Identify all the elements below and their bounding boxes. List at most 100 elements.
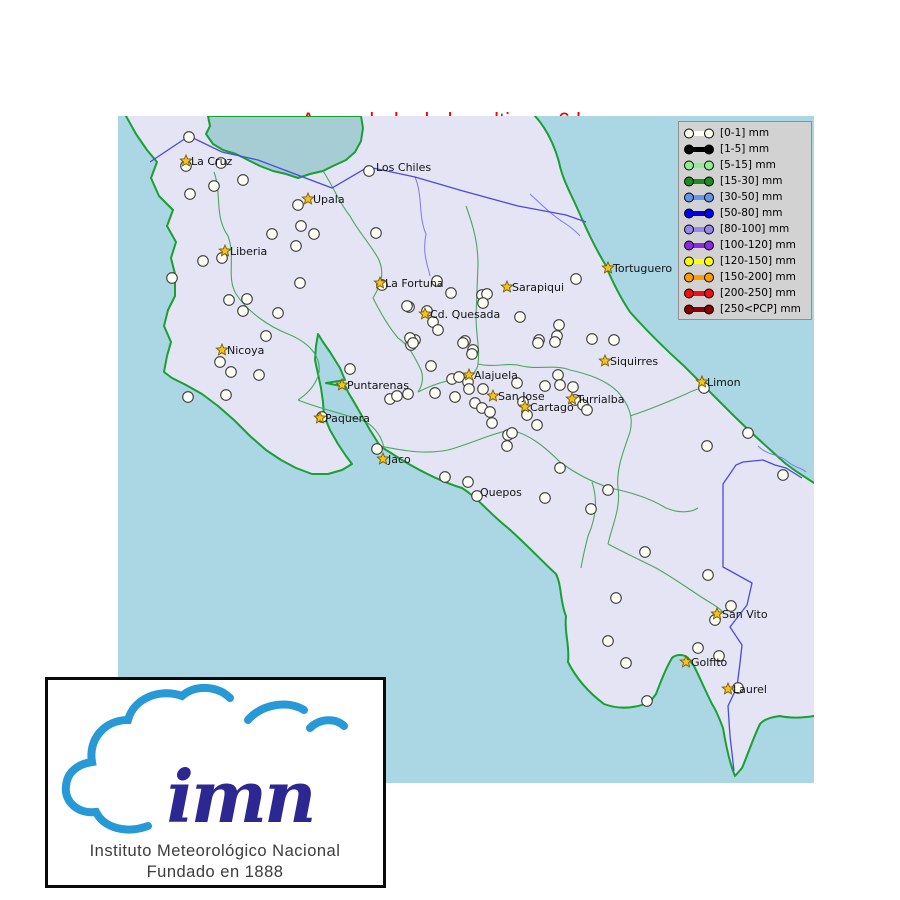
station-marker: [484, 406, 496, 418]
station-marker: [401, 300, 413, 312]
city-star-icon: [301, 191, 315, 205]
legend-label: [250<PCP] mm: [720, 303, 801, 315]
station-marker: [225, 366, 237, 378]
station-marker: [197, 255, 209, 267]
logo-institute-name: Instituto Meteorológico Nacional: [90, 842, 341, 860]
station-marker: [553, 319, 565, 331]
legend-swatch-icon: [684, 272, 714, 282]
station-marker: [514, 311, 526, 323]
station-marker: [295, 220, 307, 232]
legend-item: [50-80] mm: [683, 205, 807, 221]
city-label: Liberia: [230, 245, 267, 258]
rainfall-legend: [0-1] mm [1-5] mm [5-15] mm [15-30] mm [30-5…: [678, 121, 812, 320]
station-marker: [166, 272, 178, 284]
station-marker: [477, 297, 489, 309]
station-marker: [713, 650, 725, 662]
station-marker: [292, 199, 304, 211]
station-marker: [425, 360, 437, 372]
city-label: Siquirres: [610, 355, 658, 368]
station-marker: [370, 227, 382, 239]
legend-item: [30-50] mm: [683, 189, 807, 205]
legend-item: [250<PCP] mm: [683, 301, 807, 317]
city-star-icon: [695, 374, 709, 388]
city-label: Alajuela: [474, 369, 518, 382]
legend-label: [1-5] mm: [720, 143, 770, 155]
station-marker: [539, 492, 551, 504]
station-marker: [585, 503, 597, 515]
station-marker: [639, 546, 651, 558]
city-label: Golfito: [691, 656, 728, 669]
legend-label: [5-15] mm: [720, 159, 776, 171]
station-marker: [184, 188, 196, 200]
legend-item: [5-15] mm: [683, 157, 807, 173]
station-marker: [581, 404, 593, 416]
legend-item: [150-200] mm: [683, 269, 807, 285]
imn-wordmark: imn: [167, 754, 314, 839]
station-marker: [549, 336, 561, 348]
station-marker: [742, 427, 754, 439]
station-marker: [208, 180, 220, 192]
station-marker: [445, 287, 457, 299]
city-star-icon: [179, 153, 193, 167]
legend-item: [0-1] mm: [683, 125, 807, 141]
station-marker: [241, 293, 253, 305]
station-marker: [610, 592, 622, 604]
city-label: Paquera: [325, 412, 370, 425]
logo-founded-line: Fundado en 1888: [147, 863, 284, 881]
station-marker: [602, 635, 614, 647]
city-label: Quepos: [480, 486, 522, 499]
map-canvas: La Cruz Upala Los Chiles Liberia La Fortuna C…: [118, 116, 814, 783]
city-label: Jaco: [387, 453, 411, 466]
city-star-icon: [418, 306, 432, 320]
city-star-icon: [500, 279, 514, 293]
city-label: Upala: [313, 193, 345, 206]
station-marker: [531, 419, 543, 431]
station-marker: [539, 380, 551, 392]
station-marker: [570, 273, 582, 285]
city-label: San Jose: [498, 390, 545, 403]
legend-label: [0-1] mm: [720, 127, 770, 139]
station-marker: [182, 391, 194, 403]
station-marker: [308, 228, 320, 240]
station-marker: [486, 417, 498, 429]
station-marker: [272, 307, 284, 319]
legend-label: [150-200] mm: [720, 271, 796, 283]
station-marker: [554, 462, 566, 474]
station-marker: [477, 383, 489, 395]
coastline: [125, 116, 814, 777]
station-marker: [223, 294, 235, 306]
city-star-icon: [218, 243, 232, 257]
legend-item: [200-250] mm: [683, 285, 807, 301]
city-star-icon: [710, 606, 724, 620]
city-star-icon: [373, 275, 387, 289]
city-star-icon: [376, 451, 390, 465]
station-marker: [466, 348, 478, 360]
station-marker: [641, 695, 653, 707]
legend-swatch-icon: [684, 256, 714, 266]
station-marker: [344, 363, 356, 375]
station-marker: [449, 391, 461, 403]
station-marker: [260, 330, 272, 342]
station-marker: [554, 379, 566, 391]
station-marker: [391, 390, 403, 402]
legend-item: [15-30] mm: [683, 173, 807, 189]
station-marker: [453, 371, 465, 383]
city-markers: La Cruz Upala Los Chiles Liberia La Fortuna C…: [179, 153, 768, 696]
city-label: Tortuguero: [612, 262, 672, 275]
city-star-icon: [679, 654, 693, 668]
panama-border-line: [722, 459, 803, 772]
legend-item: [120-150] mm: [683, 253, 807, 269]
city-label: San Vito: [722, 608, 768, 621]
station-marker: [266, 228, 278, 240]
city-label: Cd. Quesada: [430, 308, 500, 321]
city-star-icon: [486, 388, 500, 402]
legend-swatch-icon: [684, 240, 714, 250]
station-marker: [237, 174, 249, 186]
legend-swatch-icon: [684, 304, 714, 314]
station-marker: [567, 381, 579, 393]
legend-swatch-icon: [684, 144, 714, 154]
cloud-icon: [61, 684, 348, 834]
station-markers: [166, 131, 789, 707]
city-label: Laurel: [733, 683, 767, 696]
station-marker: [501, 440, 513, 452]
